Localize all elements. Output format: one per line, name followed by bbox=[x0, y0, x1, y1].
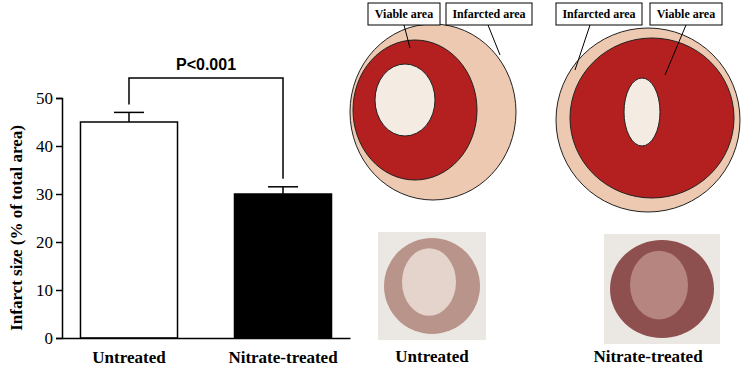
heart-slice-infarcted bbox=[556, 28, 740, 212]
y-tick-mark bbox=[56, 98, 62, 100]
panel-caption: Untreated bbox=[395, 347, 469, 366]
panel-caption: Nitrate-treated bbox=[593, 347, 703, 366]
figure: 01020304050UntreatedNitrate-treatedInfar… bbox=[0, 0, 744, 383]
heart-slice-infarcted bbox=[350, 24, 516, 200]
y-tick-label: 30 bbox=[36, 185, 53, 204]
error-line bbox=[282, 187, 284, 194]
label-pointer bbox=[665, 25, 686, 75]
panel-label: Viable area bbox=[375, 7, 433, 21]
error-cap bbox=[268, 186, 298, 188]
heart-slice-viable bbox=[570, 38, 734, 198]
y-tick-label: 20 bbox=[36, 233, 53, 252]
label-box bbox=[368, 3, 440, 25]
y-axis-title: Infarct size (% of total area) bbox=[7, 125, 26, 331]
y-axis-line bbox=[56, 99, 63, 339]
y-tick-mark bbox=[56, 146, 62, 148]
heart-slice-lumen bbox=[375, 64, 435, 136]
bars bbox=[80, 112, 331, 338]
photo-slice-core bbox=[402, 248, 456, 316]
annotation: P<0.001 bbox=[176, 56, 236, 73]
photo-slice-core bbox=[630, 251, 688, 320]
significance-bracket bbox=[129, 78, 283, 179]
error-bar bbox=[114, 112, 144, 122]
panel-label: Viable area bbox=[657, 7, 715, 21]
photo-slice bbox=[384, 238, 480, 334]
y-tick-label: 50 bbox=[36, 89, 53, 108]
label-pointer bbox=[575, 25, 590, 70]
y-tick: 20 bbox=[36, 233, 62, 252]
y-tick: 0 bbox=[45, 329, 63, 348]
y-tick-label: 40 bbox=[36, 137, 53, 156]
y-tick: 50 bbox=[36, 89, 62, 108]
y-tick-label: 10 bbox=[36, 281, 53, 300]
label-box bbox=[650, 3, 722, 25]
label-pointer bbox=[404, 25, 410, 48]
panel-label: Infarcted area bbox=[452, 7, 525, 21]
heart-panel: Infarcted area Viable area Nitrate-treated bbox=[556, 3, 740, 366]
label-box bbox=[446, 3, 532, 25]
x-tick-label: Untreated bbox=[92, 348, 166, 367]
photo-background bbox=[378, 232, 486, 340]
photo-slice bbox=[610, 240, 714, 338]
label-pointer bbox=[488, 25, 500, 55]
y-tick-label: 0 bbox=[45, 329, 54, 348]
heart-slice-viable bbox=[353, 40, 477, 180]
y-axis: 0 10 20 30 40 50 bbox=[36, 89, 63, 348]
panel-label: Infarcted area bbox=[562, 7, 635, 21]
label-box bbox=[556, 3, 642, 25]
x-axis: Untreated Nitrate-treated bbox=[63, 338, 351, 367]
y-tick-mark bbox=[56, 290, 62, 292]
heart-slice-lumen bbox=[624, 78, 660, 146]
y-tick: 10 bbox=[36, 281, 62, 300]
x-axis-line bbox=[63, 338, 351, 340]
photo-background bbox=[604, 234, 720, 344]
y-tick-mark bbox=[56, 194, 62, 196]
x-tick: Untreated bbox=[92, 338, 166, 367]
error-cap bbox=[114, 112, 144, 114]
y-tick: 40 bbox=[36, 137, 62, 156]
x-tick: Nitrate-treated bbox=[228, 338, 338, 367]
y-tick: 30 bbox=[36, 185, 62, 204]
error-line bbox=[128, 112, 130, 122]
x-tick-label: Nitrate-treated bbox=[228, 348, 338, 367]
y-tick-mark bbox=[56, 242, 62, 244]
bar bbox=[80, 122, 177, 338]
y-tick-mark bbox=[56, 338, 62, 340]
error-bar bbox=[268, 187, 298, 194]
heart-panel: Viable area Infarcted area Untreated bbox=[350, 3, 532, 366]
bar bbox=[234, 194, 331, 338]
